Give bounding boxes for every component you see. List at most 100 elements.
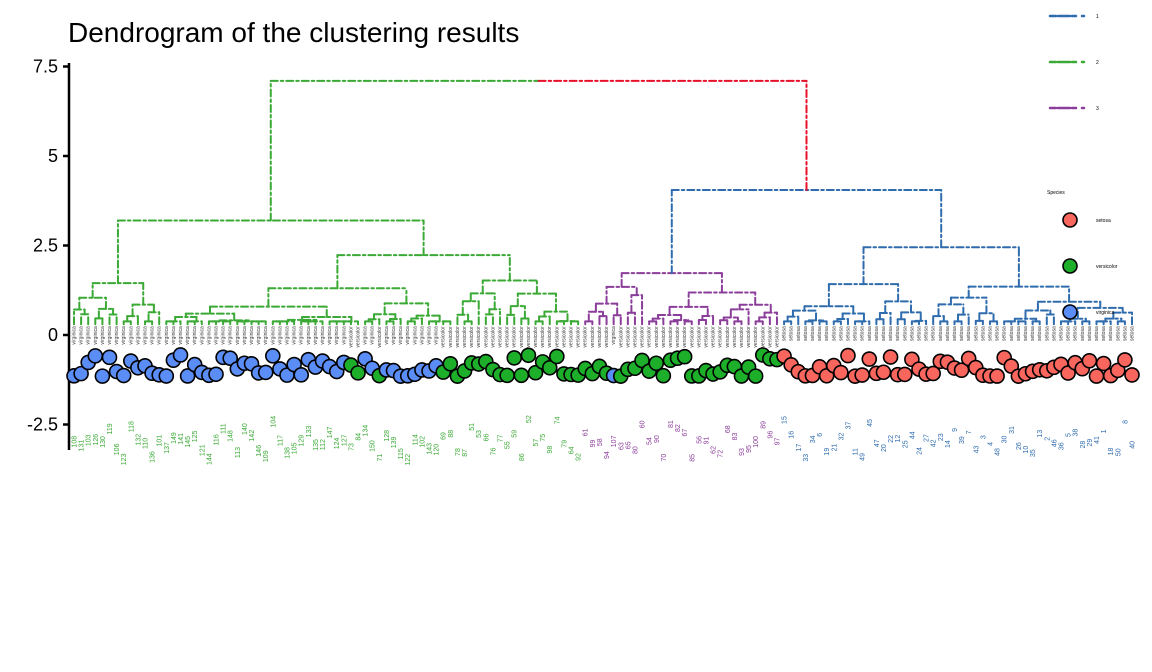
leaf-species-label: setosa [952, 326, 958, 341]
leaf-species-label: versicolor [746, 326, 752, 348]
leaf-species-label: setosa [803, 326, 809, 341]
leaf-species-label: versicolor [561, 326, 567, 348]
leaf-number-label: 73 [348, 443, 355, 451]
leaf-species-label: setosa [995, 326, 1001, 341]
leaf-number-label: 62 [711, 446, 718, 454]
leaf-species-label: setosa [924, 326, 930, 341]
leaf-number-label: 129 [299, 435, 306, 447]
leaf-species-label: virginica [391, 326, 397, 345]
leaf-number-label: 16 [789, 431, 796, 439]
leaf-number-label: 37 [845, 421, 852, 429]
leaf-species-label: versicolor [462, 326, 468, 348]
leaf-species-label: setosa [831, 326, 837, 341]
legend-label-2: 2 [1096, 60, 1099, 66]
leaf-number-label: 65 [625, 441, 632, 449]
leaf-species-label: versicolor [767, 326, 773, 348]
leaf-number-label: 142 [249, 430, 256, 442]
leaf-point [840, 347, 856, 364]
leaf-species-label: setosa [867, 326, 873, 341]
leaf-number-label: 6 [817, 433, 824, 437]
leaf-species-label: setosa [888, 326, 894, 341]
leaf-species-label: virginica [292, 326, 298, 345]
leaf-species-label: setosa [1037, 326, 1043, 341]
leaf-number-label: 24 [916, 447, 923, 455]
leaf-species-label: setosa [810, 326, 816, 341]
leaf-number-label: 17 [796, 444, 803, 452]
leaf-number-label: 91 [703, 436, 710, 444]
leaf-number-label: 123 [121, 453, 128, 465]
leaf-point [222, 350, 239, 367]
leaf-species-label: versicolor [654, 326, 660, 348]
leaf-number-label: 139 [391, 436, 398, 448]
leaf-number-label: 135 [313, 439, 320, 451]
leaf-number-label: 83 [732, 432, 739, 440]
legend-label-versicolor: versicolor [1096, 264, 1118, 270]
leaf-species-label: versicolor [377, 326, 383, 348]
leaf-number-label: 60 [640, 420, 647, 428]
leaf-species-label: versicolor [526, 326, 532, 348]
leaf-point [513, 367, 530, 384]
leaf-number-label: 115 [398, 448, 405, 459]
leaf-species-label: virginica [93, 326, 99, 345]
leaf-number-label: 15 [782, 416, 789, 424]
leaf-species-label: virginica [178, 326, 184, 345]
leaf-number-label: 99 [590, 440, 597, 448]
leaf-number-label: 39 [959, 436, 966, 444]
leaf-number-label: 21 [831, 444, 838, 452]
leaf-species-label: versicolor [732, 326, 738, 348]
leaf-species-label: virginica [256, 326, 262, 345]
leaf-number-label: 118 [128, 421, 135, 432]
leaf-number-label: 32 [838, 432, 845, 440]
leaf-species-label: virginica [157, 326, 163, 345]
leaf-species-label: setosa [1023, 326, 1029, 341]
leaf-number-label: 43 [973, 445, 980, 453]
leaf-species-label: versicolor [625, 326, 631, 348]
leaf-point [549, 348, 565, 365]
leaf-number-label: 7 [966, 430, 973, 434]
leaf-number-label: 136 [150, 451, 157, 463]
leaf-number-label: 100 [753, 436, 760, 448]
leaf-point [896, 366, 913, 383]
leaf-number-label: 141 [178, 433, 185, 445]
leaf-species-label: setosa [1080, 326, 1086, 341]
leaf-species-label: versicolor [632, 326, 638, 348]
leaf-species-label: virginica [370, 326, 376, 345]
leaf-species-label: virginica [313, 326, 319, 345]
leaf-species-label: versicolor [661, 326, 667, 348]
species-legend: Species setosa versicolor virginica [1047, 190, 1118, 320]
leaf-species-label: virginica [72, 326, 78, 345]
leaf-point [179, 368, 196, 384]
leaf-species-label: setosa [938, 326, 944, 341]
leaf-point [101, 349, 118, 366]
leaf-number-label: 56 [696, 436, 703, 444]
leaf-number-label: 89 [760, 421, 767, 429]
leaf-number-label: 76 [490, 447, 497, 455]
leaf-number-label: 94 [604, 451, 611, 459]
leaf-point [73, 365, 89, 382]
leaf-point [989, 368, 1005, 384]
leaf-species-label: virginica [363, 326, 369, 345]
y-tick-label: 7.5 [33, 57, 58, 77]
leaf-number-label: 2 [1044, 437, 1051, 441]
leaf-species-label: versicolor [604, 326, 610, 348]
leaf-point [1088, 368, 1105, 384]
leaf-species-label: versicolor [583, 326, 589, 348]
leaf-species-label: versicolor [703, 326, 709, 348]
leaf-species-label: virginica [235, 326, 241, 345]
leaf-number-label: 78 [455, 448, 462, 456]
leaf-number-label: 121 [199, 444, 206, 456]
leaf-number-label: 107 [611, 435, 618, 447]
leaf-species-label: setosa [1030, 326, 1036, 341]
leaf-point [882, 349, 899, 365]
leaf-number-label: 137 [164, 442, 171, 454]
leaf-species-label: setosa [789, 326, 795, 341]
leaf-number-label: 59 [512, 430, 519, 438]
leaf-species-label: virginica [143, 326, 149, 345]
leaf-number-label: 122 [405, 454, 412, 466]
leaf-species-label: versicolor [618, 326, 624, 348]
leaf-number-label: 143 [427, 443, 434, 455]
leaf-number-label: 41 [1094, 436, 1101, 444]
leaf-point [1095, 355, 1112, 372]
leaf-species-label: setosa [1122, 326, 1128, 341]
leaf-point [854, 367, 870, 383]
